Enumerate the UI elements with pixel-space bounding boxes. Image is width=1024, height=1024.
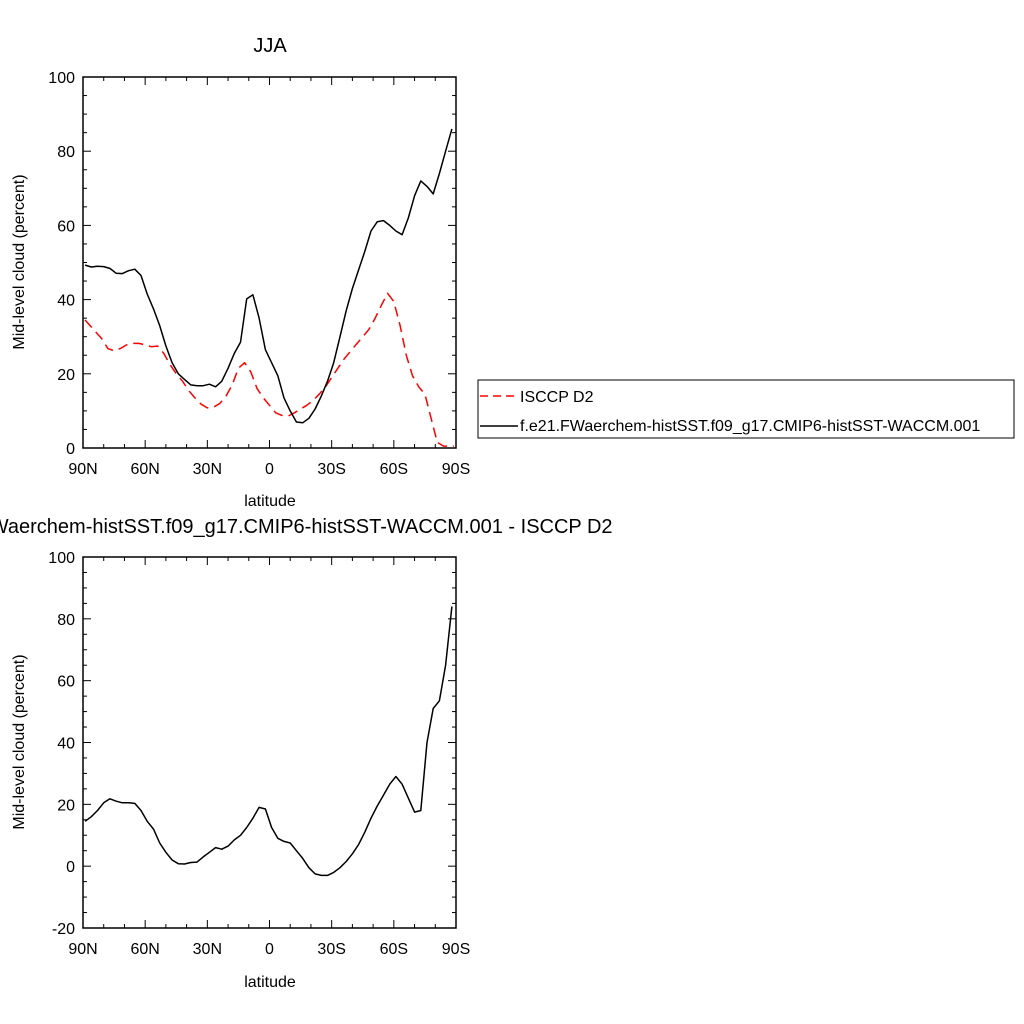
top-y-tick-label: 80 (57, 144, 75, 161)
bottom-chart-ticks: -20 0 20 40 60 80 100 90N 60N 30N 0 30S 60S 90S (48, 550, 470, 958)
legend: ISCCP D2 f.e21.FWaerchem-histSST.f09_g17… (477, 379, 1015, 439)
top-y-tick-label: 20 (57, 367, 75, 384)
legend-box (477, 379, 1015, 439)
bottom-x-tick-label: 90N (68, 941, 97, 958)
top-y-tick-label: 100 (48, 70, 75, 87)
bottom-plot-frame (82, 556, 457, 929)
legend-label-isccp: ISCCP D2 (520, 389, 594, 406)
top-y-tick-label: 40 (57, 293, 75, 310)
top-x-tick-label: 60N (130, 461, 159, 478)
bottom-x-tick-label: 30S (317, 941, 345, 958)
bottom-y-tick-label: 20 (57, 797, 75, 814)
bottom-chart: f.e21.FWaerchem-histSST.f09_g17.CMIP6-hi… (0, 516, 613, 991)
bottom-x-axis-label: latitude (244, 974, 296, 991)
top-x-axis-label: latitude (244, 493, 296, 510)
top-x-tick-label: 0 (265, 461, 274, 478)
bottom-x-tick-label: 60S (380, 941, 408, 958)
bottom-y-tick-label: 60 (57, 674, 75, 691)
bottom-x-tick-label: 60N (130, 941, 159, 958)
legend-label-model: f.e21.FWaerchem-histSST.f09_g17.CMIP6-hi… (520, 418, 980, 435)
top-y-tick-label: 0 (66, 441, 75, 458)
top-y-axis-label: Mid-level cloud (percent) (11, 174, 28, 349)
bottom-x-tick-label: 0 (265, 941, 274, 958)
bottom-x-tick-label: 90S (442, 941, 470, 958)
top-series-line-0 (84, 292, 454, 447)
top-chart-series (84, 128, 454, 447)
top-chart-title: JJA (253, 35, 287, 57)
bottom-chart-series (84, 606, 453, 877)
bottom-y-tick-label: 40 (57, 736, 75, 753)
bottom-series-line-0 (84, 606, 453, 877)
top-x-tick-label: 60S (380, 461, 408, 478)
bottom-y-axis-label: Mid-level cloud (percent) (11, 654, 28, 829)
bottom-x-tick-label: 30N (193, 941, 222, 958)
top-series-line-1 (84, 128, 453, 424)
top-x-tick-label: 90N (68, 461, 97, 478)
top-chart-ticks: 0 20 40 60 80 100 90N 60N 30N 0 30S 60S 90S (48, 70, 470, 478)
bottom-chart-title: f.e21.FWaerchem-histSST.f09_g17.CMIP6-hi… (0, 516, 613, 538)
bottom-y-tick-label: 0 (66, 859, 75, 876)
top-x-tick-label: 30N (193, 461, 222, 478)
bottom-y-tick-label: 100 (48, 550, 75, 567)
bottom-y-tick-label: -20 (52, 921, 75, 938)
bottom-y-tick-label: 80 (57, 612, 75, 629)
top-x-tick-label: 90S (442, 461, 470, 478)
top-chart: JJA 0 20 40 60 80 100 90N 60N 30N 0 30S 60S 90S lati… (11, 35, 1015, 510)
top-x-tick-label: 30S (317, 461, 345, 478)
top-y-tick-label: 60 (57, 218, 75, 235)
top-plot-frame (82, 76, 457, 449)
